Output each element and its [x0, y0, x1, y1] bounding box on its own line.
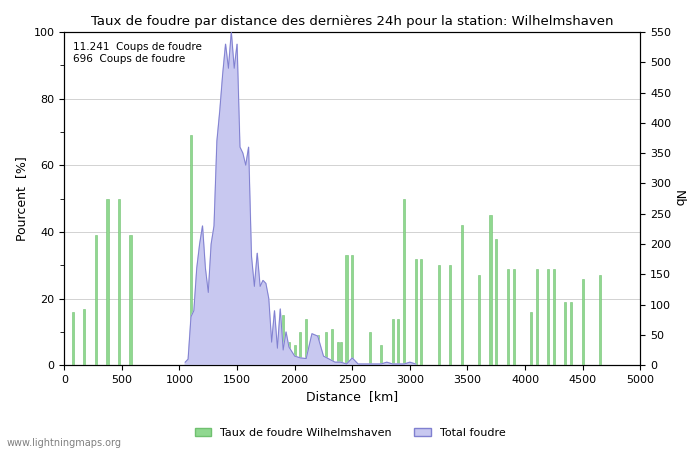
Bar — [346, 255, 347, 365]
Y-axis label: Nb: Nb — [672, 190, 685, 207]
Bar — [507, 269, 509, 365]
Bar — [196, 295, 198, 365]
Bar — [236, 328, 238, 365]
Bar — [403, 198, 405, 365]
Bar — [570, 302, 572, 365]
Bar — [95, 235, 97, 365]
Polygon shape — [186, 32, 416, 365]
Bar — [271, 342, 273, 365]
Bar — [547, 269, 549, 365]
Bar — [282, 315, 284, 365]
Bar — [230, 328, 232, 365]
Bar — [326, 332, 328, 365]
Text: www.lightningmaps.org: www.lightningmaps.org — [7, 438, 122, 448]
Bar — [438, 265, 440, 365]
Bar — [225, 288, 227, 365]
Bar — [368, 332, 370, 365]
Bar — [248, 328, 250, 365]
Bar — [130, 235, 132, 365]
Bar — [288, 342, 290, 365]
Bar — [337, 342, 339, 365]
Bar — [495, 238, 497, 365]
Bar — [449, 265, 452, 365]
Bar — [118, 198, 120, 365]
Bar — [190, 135, 192, 365]
Bar — [213, 295, 215, 365]
Bar — [512, 269, 514, 365]
Bar — [340, 342, 342, 365]
Bar — [461, 225, 463, 365]
Bar — [530, 312, 532, 365]
Bar — [536, 269, 538, 365]
Bar — [293, 345, 295, 365]
Bar — [251, 328, 253, 365]
Bar — [276, 352, 279, 365]
Bar — [83, 309, 85, 365]
Bar — [331, 328, 333, 365]
Bar — [207, 328, 209, 365]
Bar — [478, 275, 480, 365]
Bar — [564, 302, 566, 365]
Bar — [421, 259, 422, 365]
Title: Taux de foudre par distance des dernières 24h pour la station: Wilhelmshaven: Taux de foudre par distance des dernière… — [91, 15, 613, 28]
Bar — [256, 328, 258, 365]
Bar — [398, 319, 400, 365]
Bar — [599, 275, 601, 365]
Bar — [241, 288, 244, 365]
X-axis label: Distance  [km]: Distance [km] — [306, 391, 398, 404]
Bar — [106, 198, 108, 365]
Legend: Taux de foudre Wilhelmshaven, Total foudre: Taux de foudre Wilhelmshaven, Total foud… — [190, 423, 510, 442]
Y-axis label: Pourcent  [%]: Pourcent [%] — [15, 156, 28, 241]
Bar — [300, 332, 302, 365]
Bar — [222, 328, 224, 365]
Bar — [351, 255, 354, 365]
Bar — [311, 352, 313, 365]
Bar — [489, 215, 491, 365]
Bar — [316, 335, 319, 365]
Bar — [72, 312, 74, 365]
Bar — [265, 322, 267, 365]
Bar — [219, 328, 220, 365]
Bar — [202, 332, 204, 365]
Bar — [414, 259, 416, 365]
Bar — [391, 319, 393, 365]
Bar — [553, 269, 555, 365]
Bar — [259, 328, 261, 365]
Text: 11.241  Coups de foudre
696  Coups de foudre: 11.241 Coups de foudre 696 Coups de foud… — [73, 42, 202, 63]
Bar — [582, 279, 584, 365]
Bar — [305, 319, 307, 365]
Bar — [380, 345, 382, 365]
